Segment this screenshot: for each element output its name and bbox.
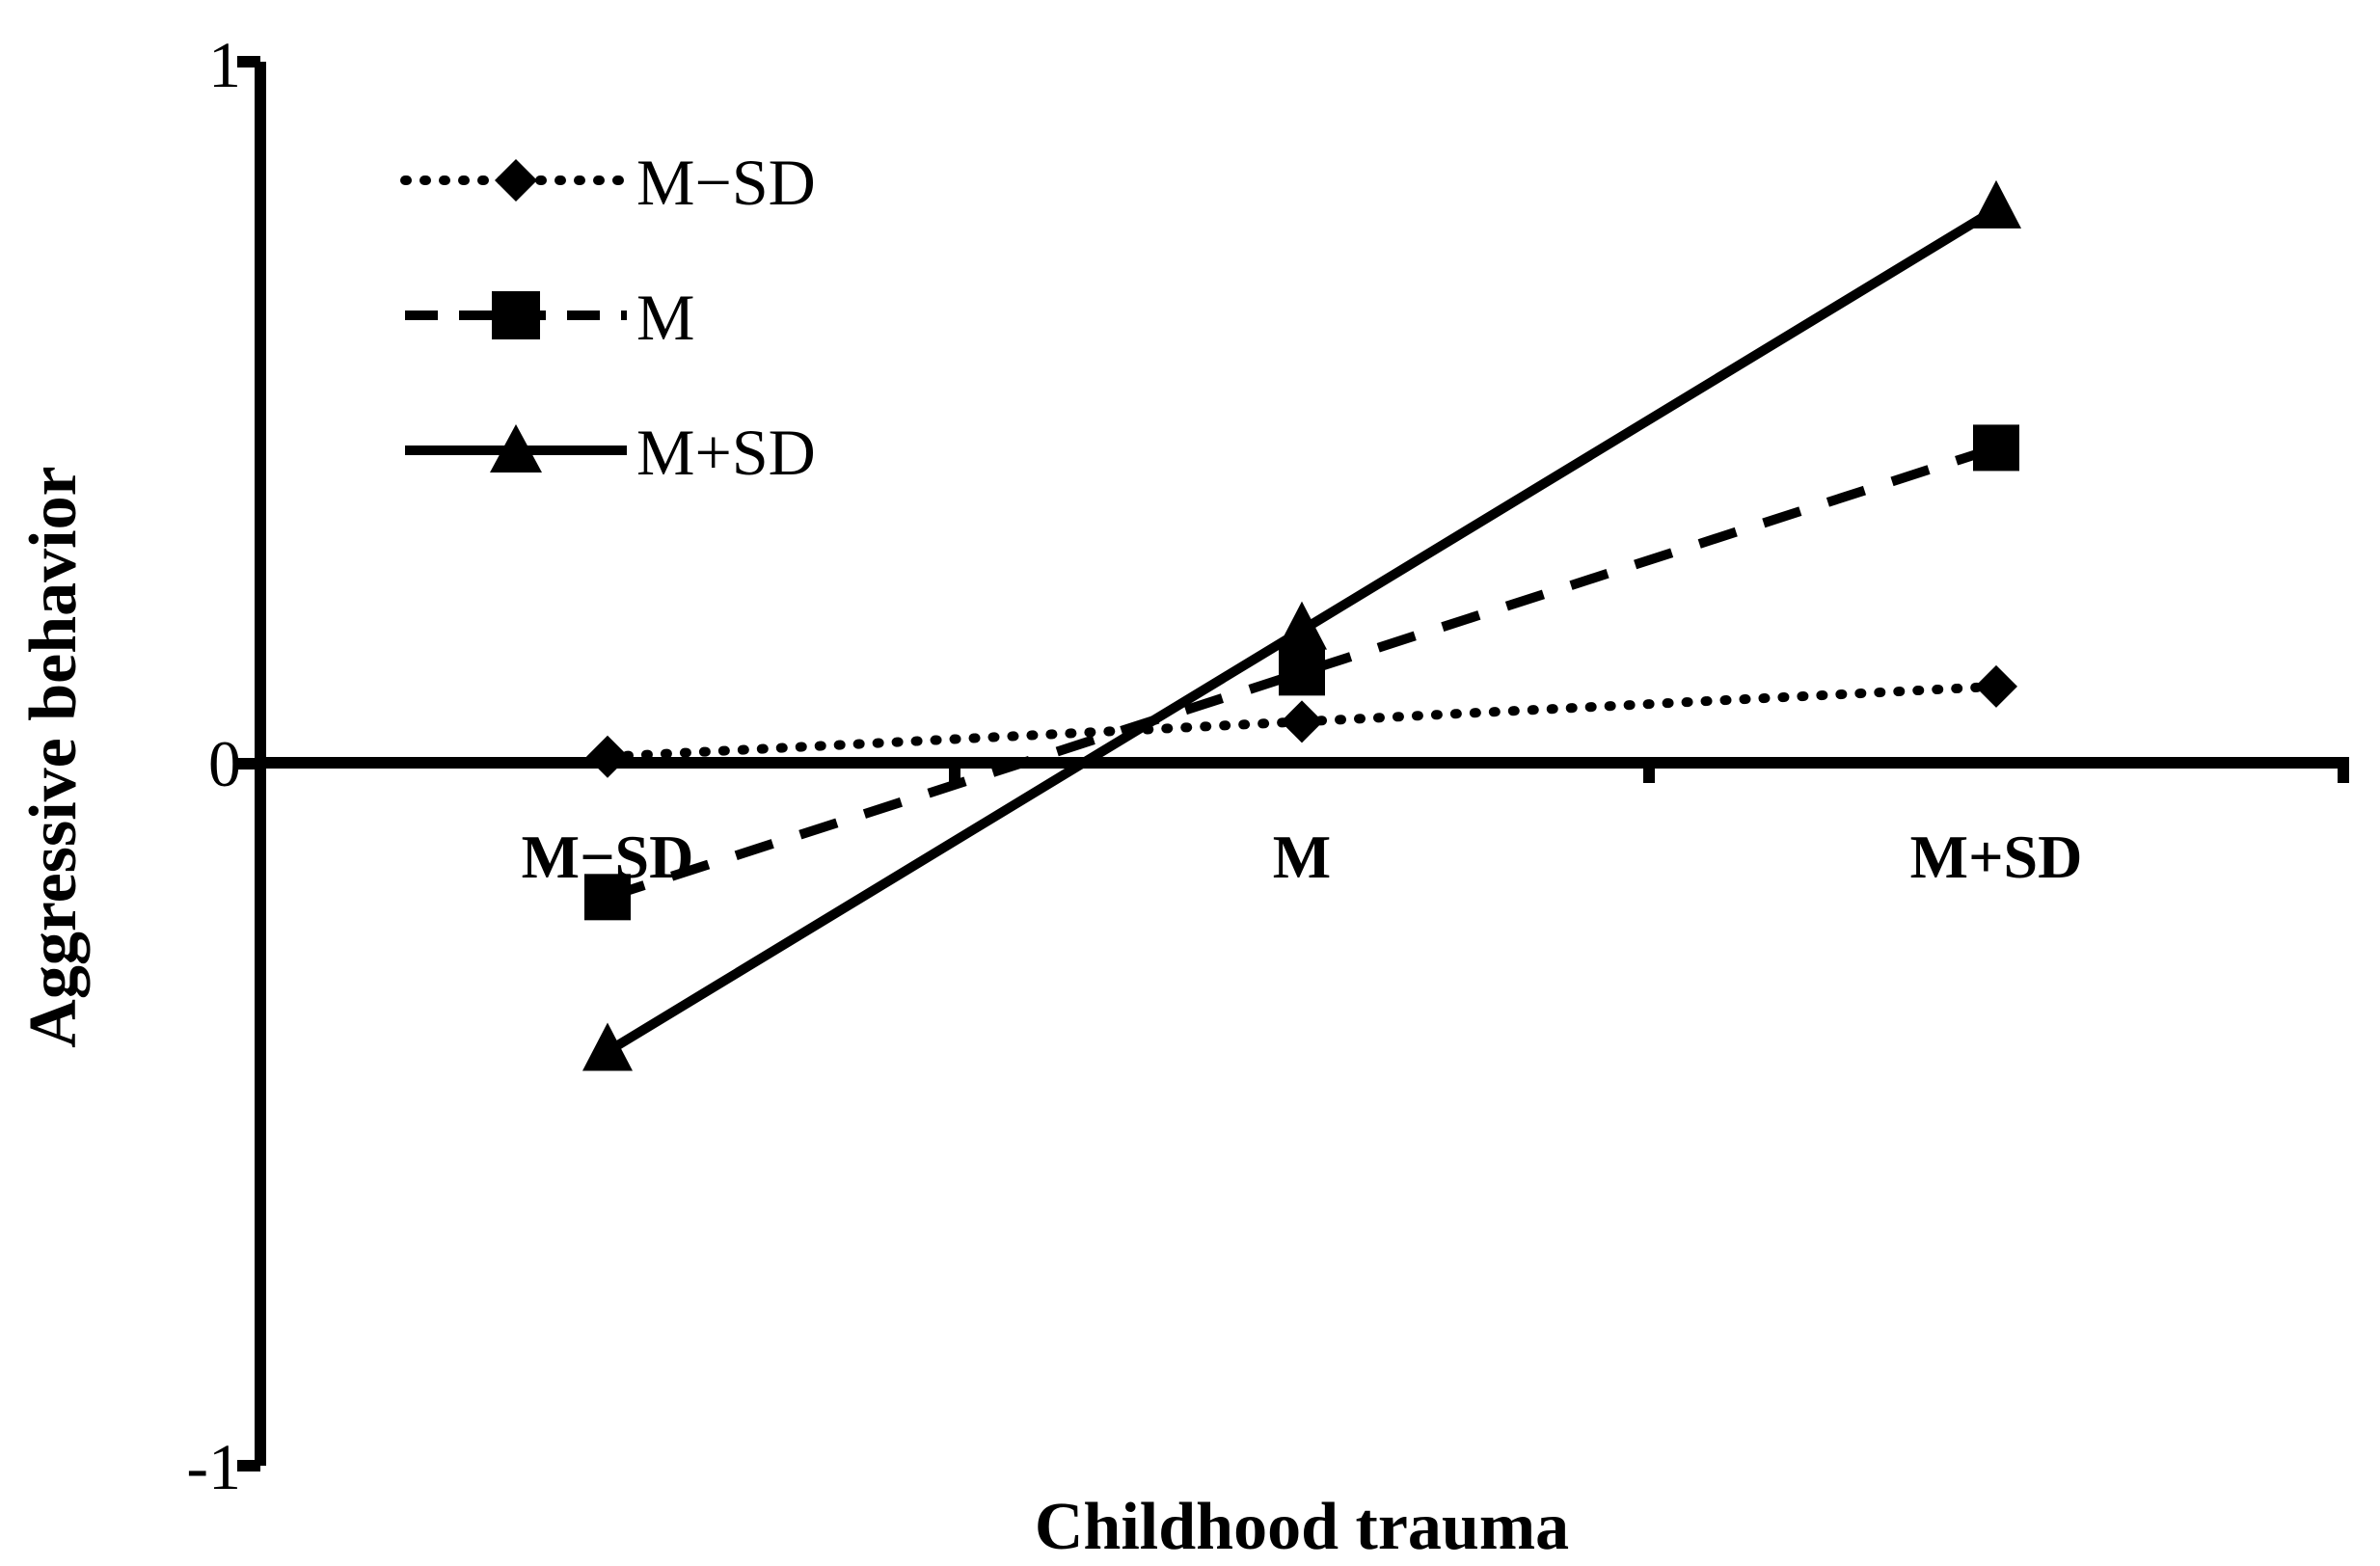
axes <box>237 56 2349 1472</box>
x-category-label-2: M <box>1273 823 1331 891</box>
legend-diamond-marker <box>495 159 537 202</box>
series-2 <box>582 179 2021 1071</box>
legend-item-m-minus-sd: M−SD <box>400 146 816 219</box>
x-axis-title: Childhood trauma <box>1035 1490 1569 1564</box>
x-axis-ticks <box>949 763 2349 783</box>
y-tick-label-zero: 0 <box>208 727 241 800</box>
data-point-1-1 <box>1279 649 1325 696</box>
legend-label-m: M <box>636 281 694 354</box>
series-1 <box>584 424 2019 921</box>
data-point-0-1 <box>1281 700 1323 743</box>
data-point-2-0 <box>582 1022 633 1071</box>
legend-label-m-plus-sd: M+SD <box>636 416 816 489</box>
legend: M−SD M M+SD <box>400 146 816 489</box>
data-point-1-2 <box>1973 424 2019 472</box>
series-0 <box>586 664 2017 778</box>
legend-item-m-plus-sd: M+SD <box>405 416 816 489</box>
data-point-0-2 <box>1975 664 2017 708</box>
data-point-2-2 <box>1971 179 2021 229</box>
legend-label-m-minus-sd: M−SD <box>636 146 816 219</box>
x-category-label-3: M+SD <box>1910 823 2083 891</box>
y-axis-ticks <box>237 56 260 1472</box>
data-point-2-1 <box>1277 601 1327 650</box>
series-layer <box>582 179 2021 1071</box>
y-tick-labels: 1 0 -1 <box>186 28 241 1503</box>
y-axis-title: Aggressive behavior <box>16 466 91 1047</box>
data-point-0-0 <box>586 735 629 778</box>
y-tick-label-top: 1 <box>208 28 241 101</box>
x-category-labels: M−SD M M+SD <box>522 823 2083 891</box>
legend-triangle-marker <box>490 424 542 472</box>
series-line-1 <box>606 443 1998 903</box>
legend-item-m: M <box>405 281 694 354</box>
data-point-1-0 <box>584 874 631 921</box>
legend-square-marker <box>492 291 540 339</box>
y-tick-label-bottom: -1 <box>186 1430 241 1503</box>
